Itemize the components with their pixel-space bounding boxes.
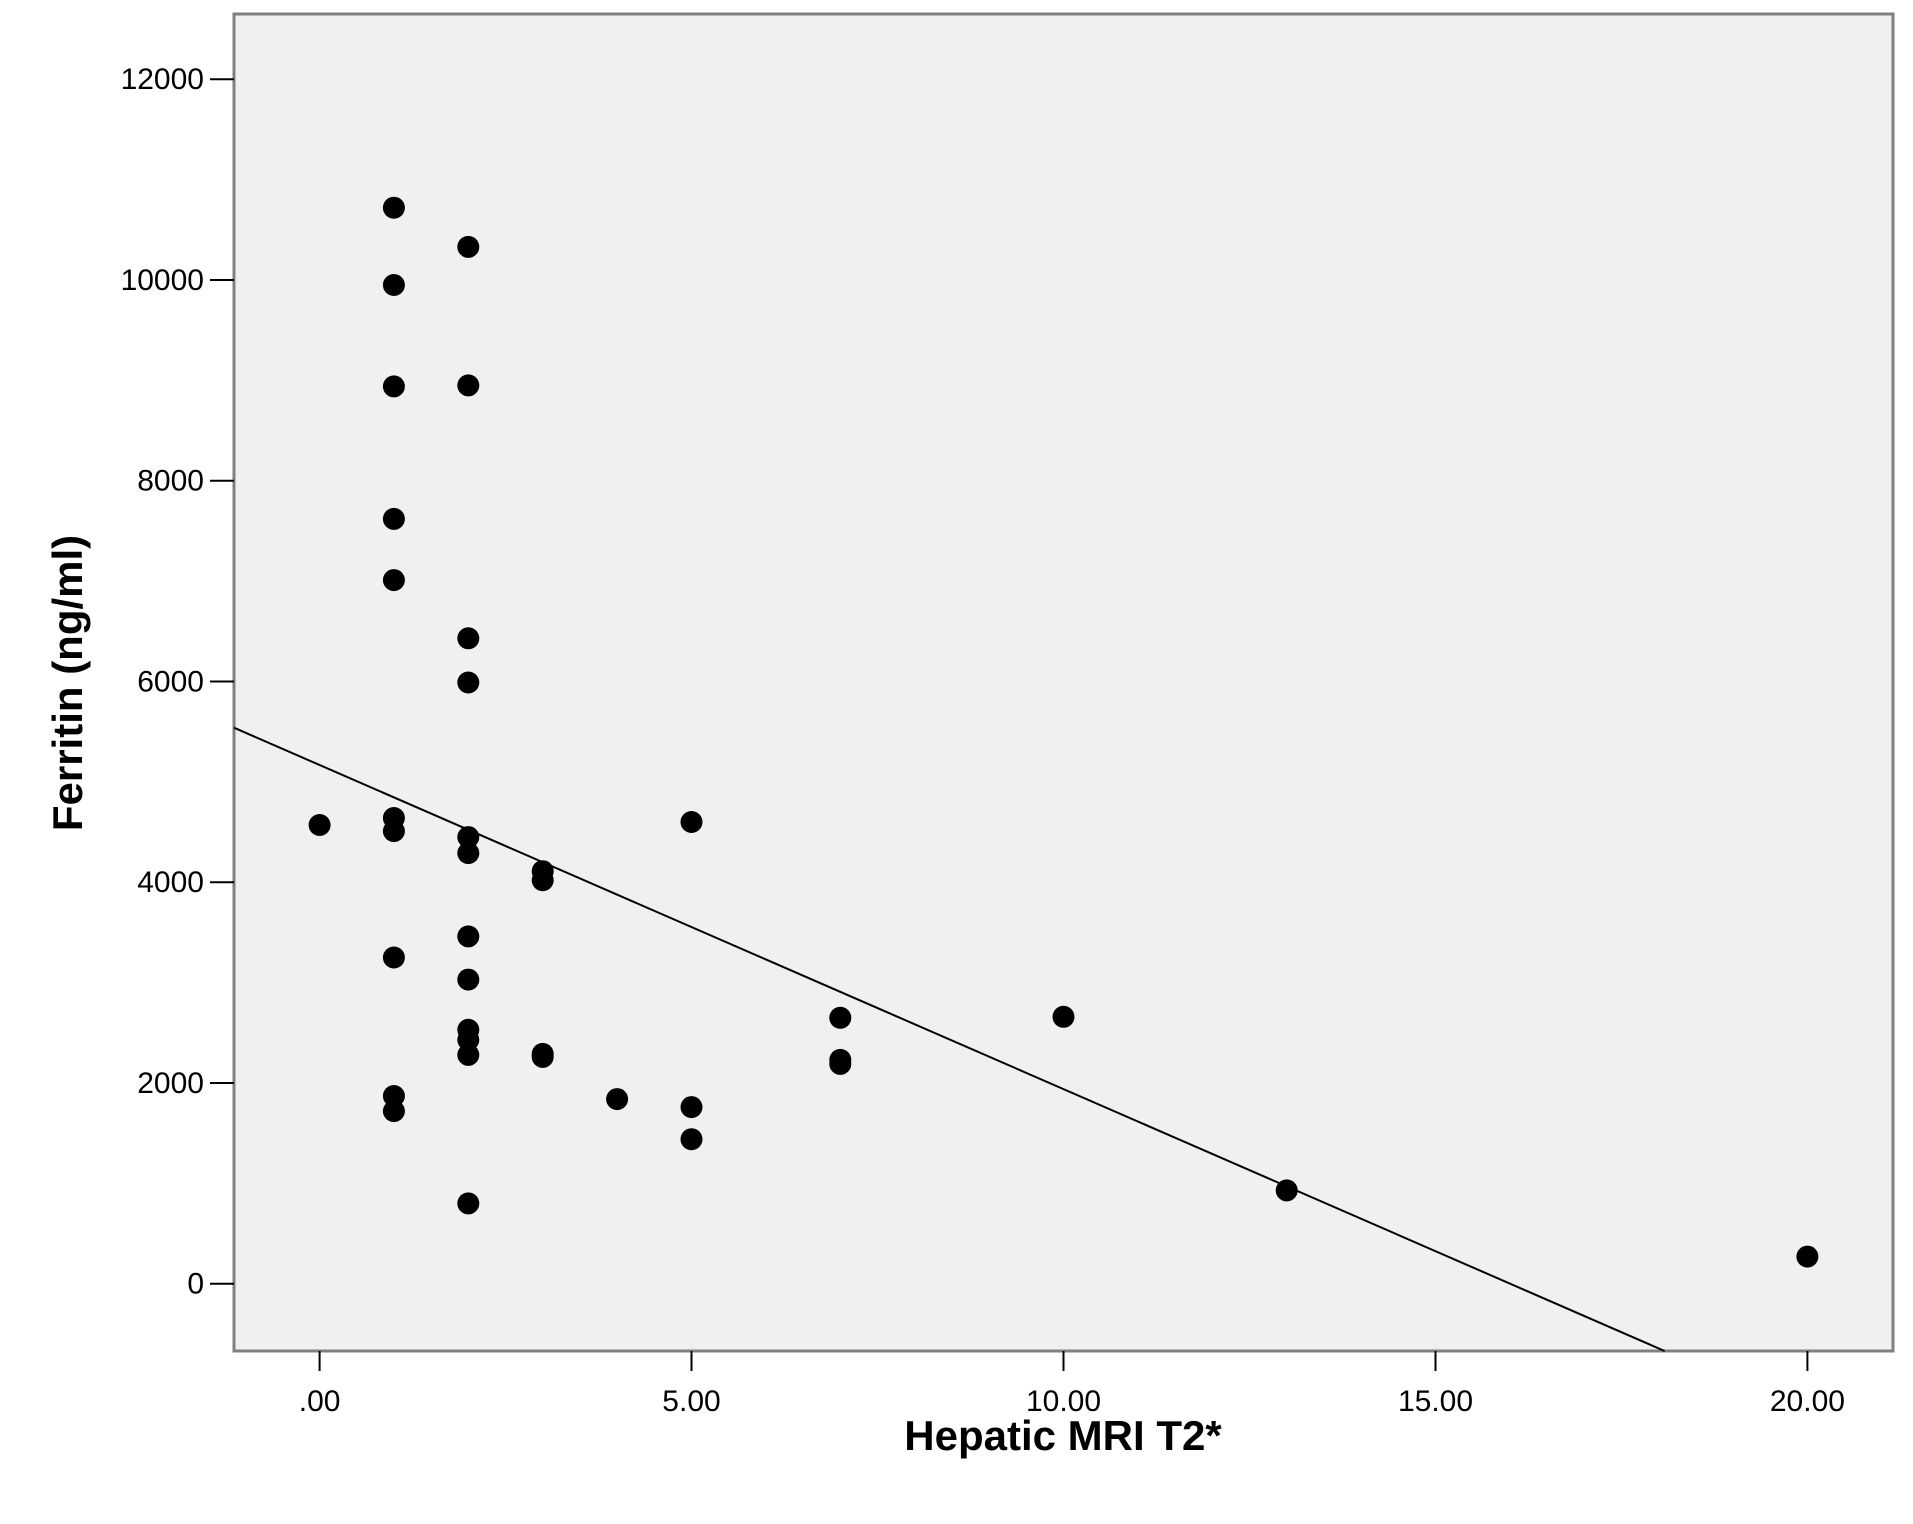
data-point: [382, 1100, 405, 1123]
data-point: [457, 235, 480, 258]
y-tick-label: 0: [187, 1268, 204, 1301]
y-tick-label: 4000: [137, 866, 204, 899]
data-point: [457, 826, 480, 849]
data-point: [457, 374, 480, 397]
data-point: [606, 1088, 629, 1111]
data-point: [531, 1045, 554, 1068]
data-point: [382, 569, 405, 592]
data-point: [382, 196, 405, 219]
data-point: [382, 1085, 405, 1107]
data-point: [457, 1028, 480, 1051]
data-point: [680, 1128, 703, 1151]
data-point: [680, 811, 703, 833]
x-tick-label: 10.00: [1026, 1385, 1101, 1418]
data-points: [308, 196, 1819, 1268]
data-point: [382, 375, 405, 398]
x-tick-label: .00: [299, 1385, 341, 1418]
data-point: [531, 869, 554, 892]
y-tick-label: 6000: [137, 666, 204, 699]
x-tick-label: 5.00: [662, 1385, 720, 1418]
y-tick-label: 2000: [137, 1067, 204, 1100]
data-point: [457, 842, 480, 865]
x-tick-label: 20.00: [1770, 1385, 1845, 1418]
data-point: [829, 1006, 852, 1029]
y-tick-label: 8000: [137, 465, 204, 498]
x-tick-label: 15.00: [1398, 1385, 1473, 1418]
y-axis-title: Ferritin (ng/ml): [44, 535, 91, 831]
data-point: [382, 274, 405, 296]
data-point: [382, 507, 405, 530]
data-point: [308, 814, 331, 836]
data-point: [457, 671, 480, 694]
data-point: [680, 1096, 703, 1119]
data-point: [382, 820, 405, 843]
data-point: [457, 1192, 480, 1215]
data-point: [457, 968, 480, 991]
data-point: [382, 946, 405, 969]
data-point: [1275, 1179, 1298, 1202]
data-point: [457, 627, 480, 650]
data-point: [457, 1043, 480, 1066]
data-point: [1052, 1005, 1075, 1028]
y-tick-label: 12000: [121, 63, 204, 96]
data-point: [457, 925, 480, 948]
data-point: [829, 1052, 852, 1075]
x-axis-title: Hepatic MRI T2*: [904, 1412, 1222, 1459]
data-point: [1796, 1245, 1819, 1268]
plot-area: [232, 12, 1895, 1353]
axes: 0 2000 4000 6000 8000 10000 12000 .00 5.00 10.00 1…: [121, 63, 1845, 1418]
y-tick-label: 10000: [121, 264, 204, 297]
